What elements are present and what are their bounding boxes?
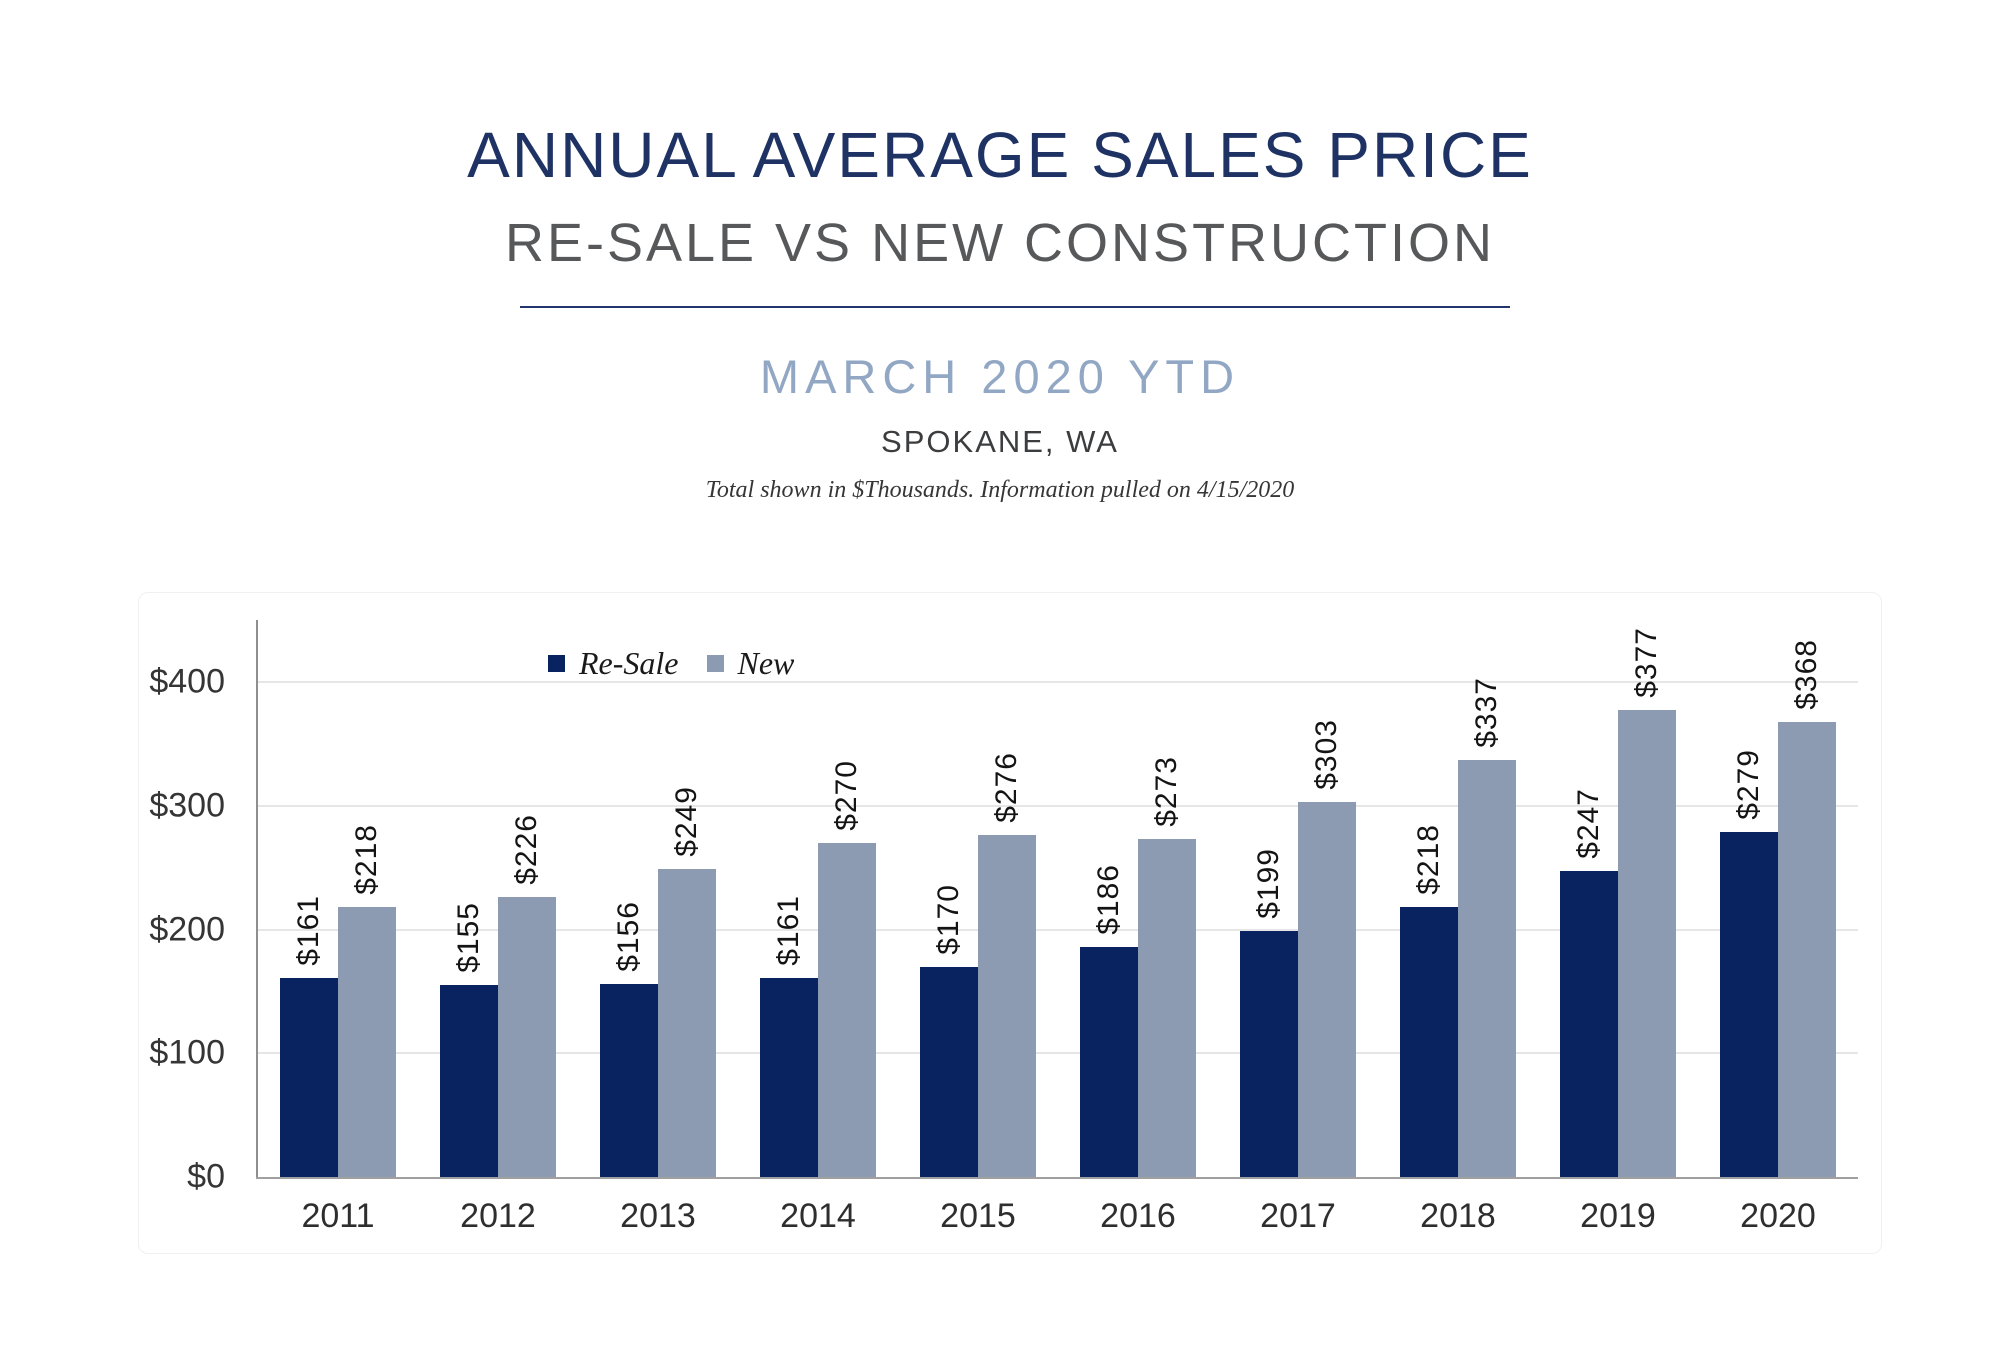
bar-value-label-new-2011: $218 — [350, 824, 383, 895]
gridline-400 — [258, 681, 1858, 683]
bar-resale-2016 — [1080, 947, 1138, 1177]
y-tick-label-300: $300 — [149, 786, 225, 825]
x-tick-label-2015: 2015 — [940, 1197, 1016, 1235]
bar-resale-2012 — [440, 985, 498, 1177]
bar-new-2018 — [1458, 760, 1516, 1177]
x-tick-label-2012: 2012 — [460, 1197, 536, 1235]
bar-resale-2017 — [1240, 931, 1298, 1177]
page-title: ANNUAL AVERAGE SALES PRICE — [467, 119, 1533, 191]
bar-new-2014 — [818, 843, 876, 1177]
bar-resale-2013 — [600, 984, 658, 1177]
bar-value-label-resale-2019: $247 — [1572, 788, 1605, 859]
x-tick-label-2014: 2014 — [780, 1197, 856, 1235]
bar-value-label-new-2013: $249 — [670, 786, 703, 857]
bar-new-2020 — [1778, 722, 1836, 1177]
bar-resale-2015 — [920, 967, 978, 1177]
legend-label-resale: Re-Sale — [579, 645, 679, 681]
bar-value-label-resale-2014: $161 — [772, 895, 805, 966]
y-tick-label-100: $100 — [149, 1033, 225, 1072]
title-divider — [520, 306, 1510, 308]
bar-new-2016 — [1138, 839, 1196, 1177]
bar-resale-2019 — [1560, 871, 1618, 1177]
bar-value-label-new-2020: $368 — [1790, 639, 1823, 710]
bar-resale-2020 — [1720, 832, 1778, 1177]
bar-value-label-resale-2018: $218 — [1412, 824, 1445, 895]
bar-resale-2011 — [280, 978, 338, 1177]
x-tick-label-2016: 2016 — [1100, 1197, 1176, 1235]
x-tick-label-2013: 2013 — [620, 1197, 696, 1235]
bar-new-2011 — [338, 907, 396, 1177]
legend-swatch-new — [706, 654, 724, 672]
bar-value-label-resale-2020: $279 — [1732, 749, 1765, 820]
y-tick-label-400: $400 — [149, 662, 225, 701]
x-tick-label-2011: 2011 — [301, 1197, 375, 1235]
chart-legend: Re-Sale New — [548, 647, 794, 679]
bar-new-2013 — [658, 869, 716, 1177]
y-tick-label-0: $0 — [187, 1157, 225, 1196]
y-axis-labels: $0 $100 $200 $300 $400 — [40, 620, 225, 1196]
bar-value-label-resale-2012: $155 — [452, 902, 485, 973]
bar-value-label-new-2012: $226 — [510, 814, 543, 885]
bar-resale-2018 — [1400, 907, 1458, 1177]
footnote: Total shown in $Thousands. Information p… — [705, 477, 1295, 503]
bar-value-label-resale-2015: $170 — [932, 884, 965, 955]
x-tick-label-2018: 2018 — [1420, 1197, 1496, 1235]
x-tick-label-2019: 2019 — [1580, 1197, 1656, 1235]
bar-resale-2014 — [760, 978, 818, 1177]
legend-label-new: New — [737, 645, 795, 681]
bar-new-2017 — [1298, 802, 1356, 1177]
bar-value-label-resale-2013: $156 — [612, 901, 645, 972]
bar-value-label-new-2018: $337 — [1470, 677, 1503, 748]
bar-new-2019 — [1618, 710, 1676, 1177]
y-axis-line — [256, 620, 258, 1179]
period-label: MARCH 2020 YTD — [759, 350, 1241, 403]
gridline-300 — [258, 804, 1858, 807]
legend-item-resale: Re-Sale — [548, 647, 679, 679]
bar-new-2012 — [498, 897, 556, 1177]
bar-value-label-new-2019: $377 — [1630, 627, 1663, 698]
bar-value-label-resale-2017: $199 — [1252, 848, 1285, 919]
x-tick-label-2017: 2017 — [1260, 1197, 1336, 1235]
x-axis-line — [256, 1177, 1858, 1179]
legend-item-new: New — [706, 645, 795, 681]
bar-value-label-new-2015: $276 — [990, 752, 1023, 823]
location-label: SPOKANE, WA — [881, 424, 1119, 459]
bar-new-2015 — [978, 835, 1036, 1177]
y-tick-label-200: $200 — [149, 910, 225, 948]
bar-value-label-new-2014: $270 — [830, 760, 863, 831]
legend-swatch-resale — [548, 654, 565, 672]
x-tick-label-2020: 2020 — [1740, 1197, 1816, 1235]
gridline-200 — [258, 928, 1858, 931]
page-subtitle: RE-SALE VS NEW CONSTRUCTION — [504, 213, 1496, 273]
bar-value-label-resale-2016: $186 — [1092, 864, 1125, 935]
bar-value-label-new-2016: $273 — [1150, 756, 1183, 827]
bar-value-label-resale-2011: $161 — [292, 895, 325, 966]
bar-value-label-new-2017: $303 — [1310, 719, 1343, 790]
gridline-100 — [258, 1052, 1858, 1055]
plot-area: Re-Sale New $161 $218 2011 $155 $226 2012 $156 $… — [256, 620, 1858, 1235]
